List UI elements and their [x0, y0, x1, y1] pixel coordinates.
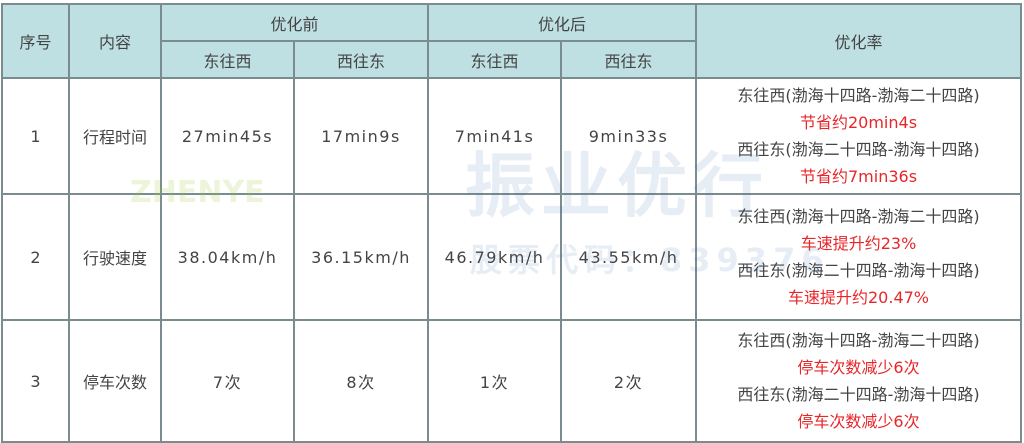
- rate-direction: 东往西(渤海十四路-渤海二十四路): [737, 331, 980, 350]
- rate-cell: 东往西(渤海十四路-渤海二十四路) 车速提升约23% 西往东(渤海二十四路-渤海…: [695, 193, 1022, 321]
- after-ew: 46.79km/h: [427, 193, 563, 321]
- optimization-comparison-table: 序号 内容 优化前 优化后 优化率 东往西 西往东 东往西 西往东 1 行程时间…: [1, 3, 1022, 443]
- rate-cell: 东往西(渤海十四路-渤海二十四路) 节省约20min4s 西往东(渤海二十四路-…: [695, 77, 1022, 195]
- table-row: 2 行驶速度 38.04km/h 36.15km/h 46.79km/h 43.…: [1, 193, 1022, 321]
- row-index: 3: [1, 319, 70, 443]
- header-content: 内容: [68, 3, 162, 79]
- header-before-we: 西往东: [292, 40, 430, 79]
- before-ew: 27min45s: [160, 77, 295, 195]
- header-after: 优化后: [427, 3, 698, 42]
- table-row: 3 停车次数 7次 8次 1次 2次 东往西(渤海十四路-渤海二十四路) 停车次…: [1, 319, 1022, 443]
- row-content: 行程时间: [68, 77, 162, 195]
- row-index: 1: [1, 77, 70, 195]
- rate-gain: 车速提升约20.47%: [788, 288, 930, 307]
- before-ew: 7次: [160, 319, 295, 443]
- header-index: 序号: [1, 3, 70, 79]
- rate-cell: 东往西(渤海十四路-渤海二十四路) 停车次数减少6次 西往东(渤海二十四路-渤海…: [695, 319, 1022, 443]
- before-ew: 38.04km/h: [160, 193, 295, 321]
- header-before: 优化前: [159, 3, 430, 42]
- rate-direction: 西往东(渤海二十四路-渤海十四路): [737, 261, 980, 280]
- row-content: 停车次数: [68, 319, 162, 443]
- before-we: 36.15km/h: [292, 193, 430, 321]
- header-after-we: 西往东: [560, 40, 698, 79]
- rate-gain: 节省约7min36s: [799, 167, 918, 186]
- row-content: 行驶速度: [68, 193, 162, 321]
- rate-direction: 西往东(渤海二十四路-渤海十四路): [737, 385, 980, 404]
- after-we: 43.55km/h: [560, 193, 698, 321]
- header-before-ew: 东往西: [160, 40, 295, 79]
- rate-gain: 停车次数减少6次: [797, 412, 920, 431]
- rate-gain: 节省约20min4s: [799, 113, 918, 132]
- rate-direction: 东往西(渤海十四路-渤海二十四路): [737, 207, 980, 226]
- table-row: 1 行程时间 27min45s 17min9s 7min41s 9min33s …: [1, 77, 1022, 195]
- rate-gain: 停车次数减少6次: [797, 358, 920, 377]
- after-ew: 1次: [427, 319, 563, 443]
- header-after-ew: 东往西: [427, 40, 563, 79]
- rate-direction: 东往西(渤海十四路-渤海二十四路): [737, 86, 980, 105]
- row-index: 2: [1, 193, 70, 321]
- after-we: 2次: [560, 319, 698, 443]
- rate-gain: 车速提升约23%: [800, 234, 917, 253]
- before-we: 8次: [292, 319, 430, 443]
- header-rate: 优化率: [695, 3, 1022, 79]
- rate-direction: 西往东(渤海二十四路-渤海十四路): [737, 140, 980, 159]
- after-ew: 7min41s: [427, 77, 563, 195]
- before-we: 17min9s: [292, 77, 430, 195]
- after-we: 9min33s: [560, 77, 698, 195]
